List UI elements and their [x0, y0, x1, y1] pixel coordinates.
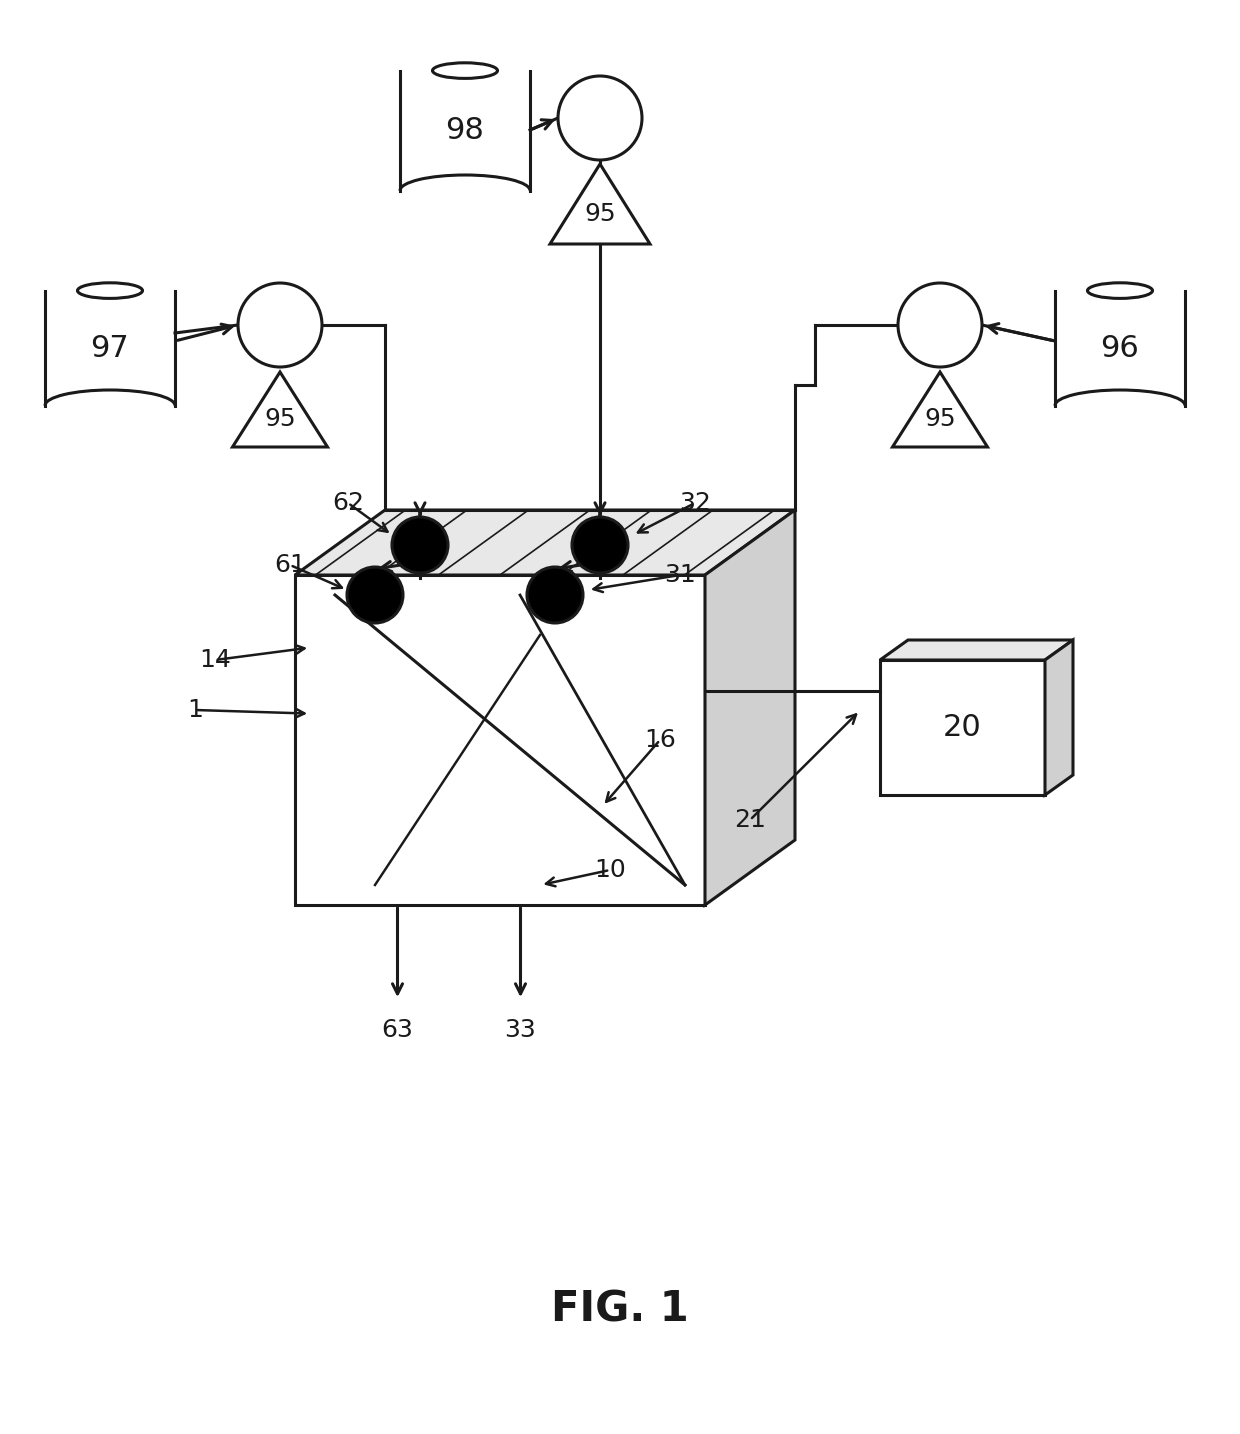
Text: 98: 98 [445, 116, 485, 145]
Text: 16: 16 [644, 728, 676, 751]
Text: 33: 33 [505, 1018, 537, 1043]
Bar [45, 291, 175, 406]
Polygon shape [1045, 640, 1073, 794]
Text: 96: 96 [1101, 334, 1140, 363]
Text: 95: 95 [584, 202, 616, 225]
Polygon shape [295, 511, 795, 575]
Bar [295, 575, 706, 905]
Polygon shape [880, 640, 1073, 660]
Text: 20: 20 [944, 713, 982, 741]
Circle shape [347, 566, 403, 622]
Text: 63: 63 [382, 1018, 413, 1043]
Text: 95: 95 [924, 406, 956, 430]
Circle shape [558, 76, 642, 161]
Polygon shape [893, 371, 987, 447]
Polygon shape [551, 163, 650, 244]
Text: 21: 21 [734, 807, 766, 832]
Text: 62: 62 [332, 490, 365, 515]
Text: 95: 95 [264, 406, 296, 430]
Bar [401, 70, 529, 191]
Text: 10: 10 [594, 858, 626, 882]
Text: 14: 14 [200, 648, 231, 673]
Circle shape [572, 518, 627, 574]
Circle shape [898, 282, 982, 367]
Text: 32: 32 [680, 490, 711, 515]
Polygon shape [706, 511, 795, 905]
Text: 1: 1 [187, 698, 203, 721]
Ellipse shape [433, 63, 497, 79]
Circle shape [392, 518, 448, 574]
Ellipse shape [77, 282, 143, 298]
Text: 97: 97 [91, 334, 129, 363]
Bar [880, 660, 1045, 794]
Text: FIG. 1: FIG. 1 [551, 1289, 689, 1331]
Text: 31: 31 [665, 564, 696, 587]
Bar [1055, 291, 1185, 406]
Text: 61: 61 [274, 554, 306, 576]
Circle shape [238, 282, 322, 367]
Circle shape [527, 566, 583, 622]
Ellipse shape [1087, 282, 1152, 298]
Polygon shape [233, 371, 327, 447]
